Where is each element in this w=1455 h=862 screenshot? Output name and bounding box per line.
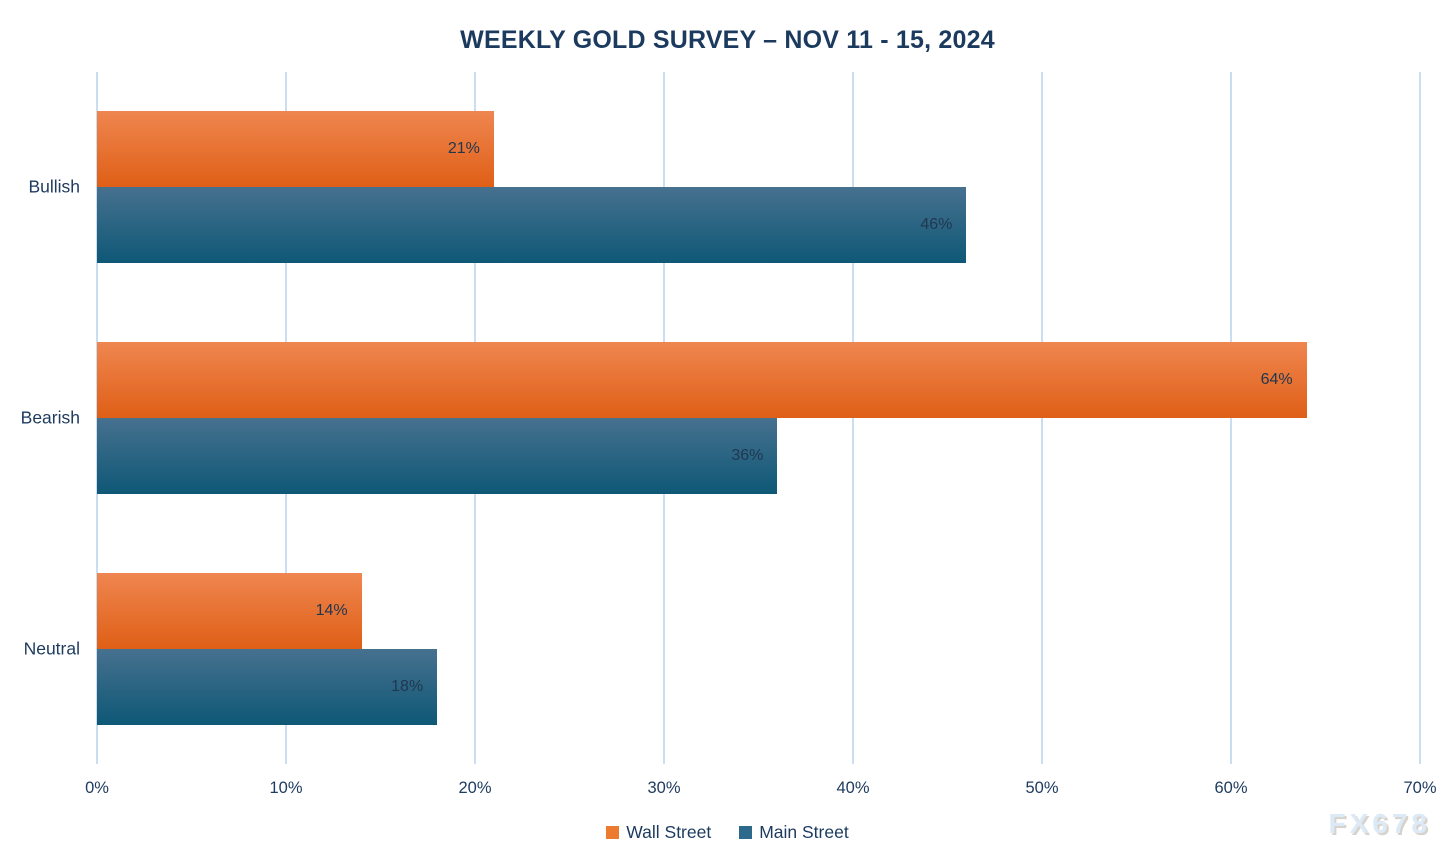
gridline: [1419, 72, 1421, 764]
bar-wall-street-bearish: 64%: [97, 342, 1307, 418]
bar-wall-street-bullish: 21%: [97, 111, 494, 188]
bar-main-street-bearish: 36%: [97, 418, 778, 494]
gridline: [1041, 72, 1043, 764]
bar-wall-street-neutral: 14%: [97, 572, 362, 649]
bar-value-label: 46%: [920, 216, 953, 234]
legend-label: Main Street: [759, 822, 849, 842]
bar-main-street-bullish: 46%: [97, 187, 967, 264]
x-tick-label: 30%: [647, 779, 681, 797]
legend-item-wall-street: Wall Street: [606, 822, 711, 843]
chart-title: WEEKLY GOLD SURVEY – NOV 11 - 15, 2024: [460, 26, 995, 54]
x-tick-label: 70%: [1403, 779, 1437, 797]
x-tick-label: 60%: [1214, 779, 1248, 797]
x-tick-label: 10%: [269, 779, 303, 797]
legend-label: Wall Street: [626, 822, 712, 842]
bar-value-label: 14%: [315, 601, 348, 619]
watermark: FX678: [1328, 808, 1431, 839]
gridline: [1230, 72, 1232, 764]
x-tick-label: 20%: [458, 779, 492, 797]
category-label-bearish: Bearish: [20, 407, 80, 428]
x-tick-label: 50%: [1025, 779, 1059, 797]
bar-value-label: 36%: [731, 447, 764, 464]
legend: Wall Street Main Street: [0, 822, 1455, 843]
bar-main-street-neutral: 18%: [97, 648, 438, 725]
category-label-neutral: Neutral: [23, 638, 80, 659]
legend-swatch-wall-street: [606, 826, 620, 839]
gridline: [852, 72, 854, 764]
bar-value-label: 18%: [391, 677, 424, 695]
x-tick-label: 40%: [836, 779, 870, 797]
x-tick-label: 0%: [85, 779, 109, 797]
bar-value-label: 21%: [447, 140, 480, 158]
category-label-bullish: Bullish: [28, 176, 80, 197]
legend-item-main-street: Main Street: [739, 822, 849, 843]
legend-swatch-main-street: [739, 826, 753, 839]
bar-value-label: 64%: [1260, 371, 1293, 388]
